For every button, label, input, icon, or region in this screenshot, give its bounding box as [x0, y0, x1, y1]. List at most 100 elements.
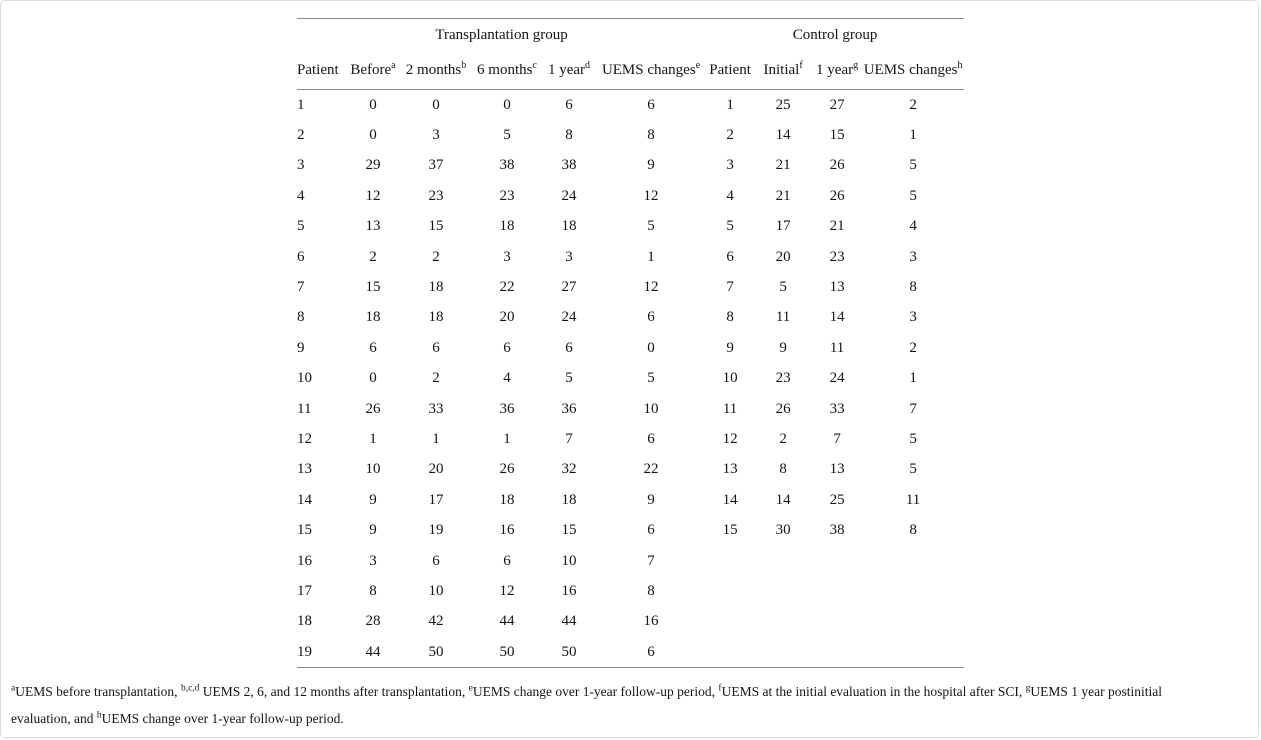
table-cell: 13	[829, 279, 845, 296]
footnote-text: UEMS change over 1-year follow-up period…	[472, 684, 719, 699]
table-cell: 6	[565, 96, 573, 113]
col-header-patient-control: Patient	[706, 52, 755, 90]
table-cell: 21	[829, 218, 845, 235]
table-cell: 18	[499, 491, 515, 508]
table-cell: 12	[365, 187, 381, 204]
table-cell: 7	[833, 430, 841, 447]
table-cell: 2	[726, 127, 734, 144]
table-cell: 14	[775, 491, 791, 508]
table-cell: 10	[428, 582, 444, 599]
table-cell: 27	[829, 96, 845, 113]
table-cell: 13	[365, 218, 381, 235]
table-cell: 4	[297, 187, 305, 204]
table-cell: 16	[643, 613, 659, 630]
table-row: 19 44 50 50 50 6	[297, 637, 964, 668]
table-cell: 18	[561, 218, 577, 235]
table-cell: 5	[647, 370, 655, 387]
table-cell: 6	[432, 339, 440, 356]
table-cell: 3	[909, 309, 917, 326]
col-header-uems-changes-control: UEMS changesh	[862, 52, 965, 90]
table-cell	[754, 607, 812, 637]
table-cell: 4	[503, 370, 511, 387]
table-cell	[754, 546, 812, 576]
table-cell: 13	[297, 461, 312, 478]
table-cell: 5	[503, 127, 511, 144]
table-cell: 12	[722, 430, 738, 447]
footnote-superscript: f	[718, 683, 722, 694]
table-cell: 1	[503, 430, 511, 447]
table-cell: 22	[643, 461, 659, 478]
footnote-text: UEMS at the initial evaluation in the ho…	[721, 684, 1026, 699]
table-cell: 23	[428, 187, 444, 204]
table-cell: 6	[647, 96, 655, 113]
table-cell: 8	[909, 522, 917, 539]
table-cell: 9	[647, 157, 655, 174]
table-footnote: aUEMS before transplantation, b,c,d UEMS…	[11, 678, 1257, 732]
table-cell: 18	[365, 309, 381, 326]
table-cell: 28	[365, 613, 381, 630]
table-cell: 6	[726, 248, 734, 265]
table-cell: 5	[297, 218, 305, 235]
table-cell: 21	[775, 157, 791, 174]
table-cell: 7	[909, 400, 917, 417]
table-cell: 25	[829, 491, 845, 508]
table-body: 1 0 0 0 6 6 1 25 27 2 2 0 3 5 8 8 2 14 15 1 3 29 37 38 38 9 3 21 26 5…	[297, 90, 965, 668]
table-row: 11 26 33 36 36 10 11 26 33 7	[297, 394, 964, 424]
table-cell: 37	[428, 157, 444, 174]
table-cell: 21	[775, 187, 791, 204]
table-cell: 44	[561, 613, 577, 630]
footnote-text: evaluation, and	[11, 711, 97, 726]
table-cell: 2	[432, 248, 440, 265]
table-cell: 11	[297, 400, 312, 417]
table-cell: 50	[428, 643, 444, 660]
table-cell: 24	[561, 309, 577, 326]
table-cell: 13	[722, 461, 738, 478]
col-header-2-months: 2 monthsb	[400, 52, 472, 90]
table-cell: 14	[775, 127, 791, 144]
table-cell: 5	[565, 370, 573, 387]
table-row: 18 28 42 44 44 16	[297, 607, 964, 637]
table-cell: 17	[428, 491, 444, 508]
table-cell: 29	[365, 157, 381, 174]
table-cell: 0	[432, 96, 440, 113]
table-row: 4 12 23 23 24 12 4 21 26 5	[297, 181, 964, 211]
table-cell: 7	[565, 430, 573, 447]
table-cell: 15	[561, 522, 577, 539]
group-header-control: Control group	[706, 18, 965, 52]
table-cell: 26	[829, 187, 845, 204]
table-cell: 24	[561, 187, 577, 204]
table-cell: 42	[428, 613, 444, 630]
table-cell: 17	[775, 218, 791, 235]
table-cell: 38	[829, 522, 845, 539]
table-cell: 1	[726, 96, 734, 113]
col-header-before: Beforea	[346, 52, 400, 90]
table-cell: 24	[829, 370, 845, 387]
table-cell: 9	[297, 339, 305, 356]
table-cell: 15	[297, 522, 312, 539]
table-row: 14 9 17 18 18 9 14 14 25 11	[297, 485, 964, 515]
table-cell: 9	[369, 491, 377, 508]
table-cell: 16	[297, 552, 312, 569]
table-cell: 5	[909, 461, 917, 478]
table-cell: 5	[909, 430, 917, 447]
table-cell: 30	[775, 522, 791, 539]
table-cell	[754, 576, 812, 606]
table-cell: 3	[909, 248, 917, 265]
table-cell: 2	[297, 127, 305, 144]
table-cell: 18	[428, 279, 444, 296]
table-cell: 6	[647, 643, 655, 660]
table-row: 3 29 37 38 38 9 3 21 26 5	[297, 151, 964, 181]
footnote-superscript: a	[11, 683, 16, 694]
table-cell: 5	[726, 218, 734, 235]
table-cell: 11	[775, 309, 791, 326]
table-cell: 2	[909, 339, 917, 356]
table-cell: 9	[369, 522, 377, 539]
table-cell: 18	[297, 613, 312, 630]
table-cell: 1	[432, 430, 440, 447]
table-cell: 5	[909, 157, 917, 174]
table-cell: 2	[432, 370, 440, 387]
table-cell: 14	[297, 491, 312, 508]
table-cell: 8	[779, 461, 787, 478]
table-cell	[812, 607, 862, 637]
